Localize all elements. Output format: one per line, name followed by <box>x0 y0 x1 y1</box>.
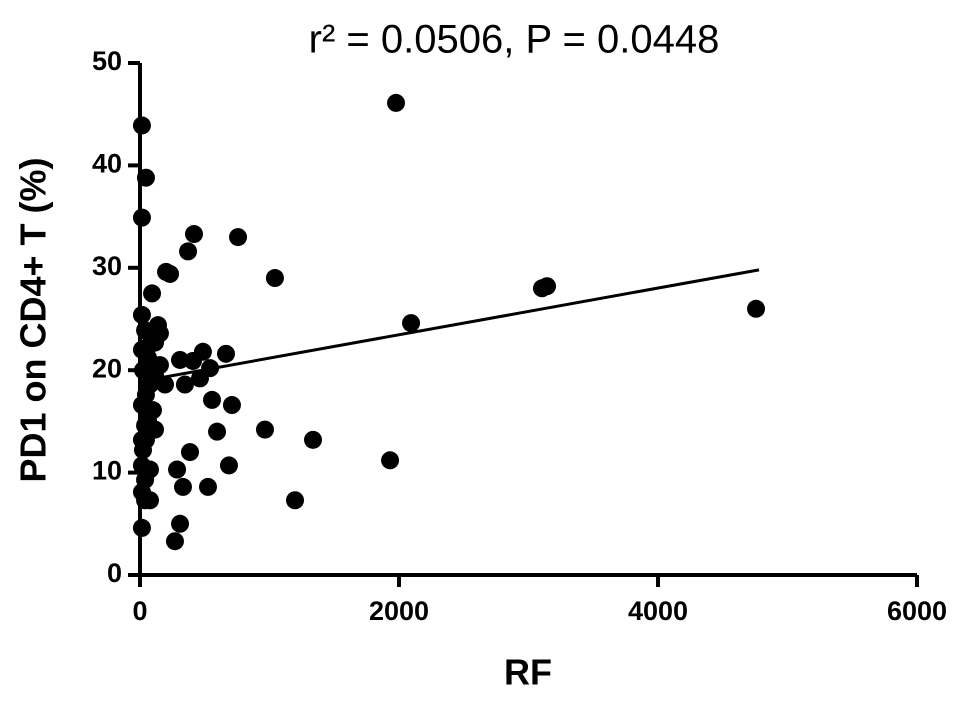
point <box>208 422 227 441</box>
point <box>255 420 274 439</box>
point <box>168 460 187 479</box>
point <box>132 208 151 227</box>
point <box>185 225 204 244</box>
point <box>136 321 155 340</box>
y-axis-label: PD1 on CD4+ T (%) <box>13 157 54 482</box>
point <box>161 264 180 283</box>
point <box>143 284 162 303</box>
point <box>150 356 169 375</box>
point <box>402 314 421 333</box>
point <box>203 390 222 409</box>
point <box>747 299 766 318</box>
y-tick-label: 30 <box>92 251 122 281</box>
point <box>179 242 198 261</box>
point <box>132 305 151 324</box>
point <box>132 518 151 537</box>
y-tick-label: 0 <box>107 558 122 588</box>
point <box>173 477 192 496</box>
point <box>155 375 174 394</box>
point <box>175 375 194 394</box>
point <box>219 456 238 475</box>
point <box>171 514 190 533</box>
point <box>229 228 248 247</box>
point <box>286 491 305 510</box>
point <box>140 335 159 354</box>
point <box>190 369 209 388</box>
point <box>165 532 184 551</box>
x-tick-label: 6000 <box>887 596 947 626</box>
y-tick-label: 50 <box>92 46 122 76</box>
trend-line <box>139 268 760 383</box>
point <box>304 430 323 449</box>
point <box>136 430 155 449</box>
point <box>140 460 159 479</box>
point <box>136 491 155 510</box>
point <box>136 168 155 187</box>
point <box>216 344 235 363</box>
point <box>171 350 190 369</box>
point <box>136 416 155 435</box>
y-tick-label: 10 <box>92 456 122 486</box>
chart-title: r² = 0.0506, P = 0.0448 <box>309 18 720 62</box>
y-tick-label: 40 <box>92 149 122 179</box>
point <box>538 277 557 296</box>
point <box>132 116 151 135</box>
point <box>265 269 284 288</box>
point <box>180 443 199 462</box>
point <box>387 93 406 112</box>
x-tick-label: 2000 <box>369 596 429 626</box>
point <box>222 396 241 415</box>
point <box>381 451 400 470</box>
y-tick-label: 20 <box>92 353 122 383</box>
point <box>183 351 202 370</box>
x-tick-label: 4000 <box>628 596 688 626</box>
x-axis-label: RF <box>504 652 552 693</box>
x-tick-label: 0 <box>132 596 147 626</box>
point <box>198 477 217 496</box>
